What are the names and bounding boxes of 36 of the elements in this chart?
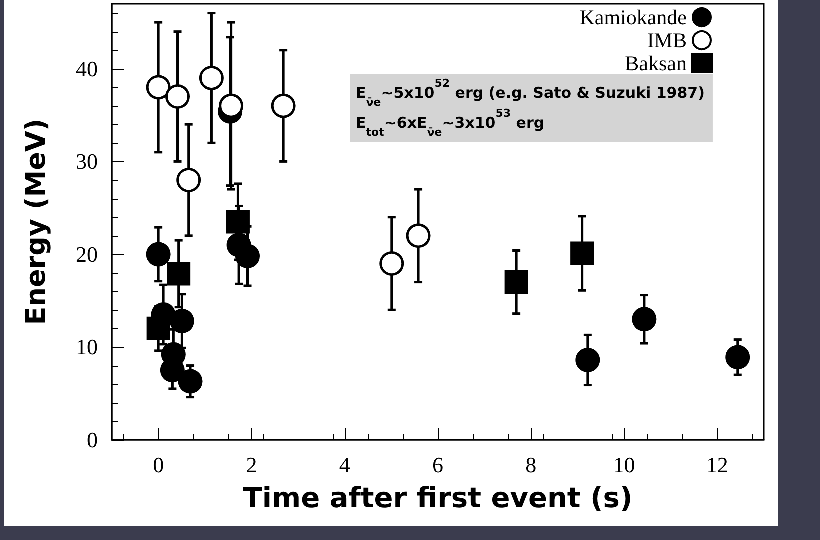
x-tick-label: 10 — [613, 452, 636, 478]
x-axis-title: Time after first event (s) — [243, 482, 633, 514]
y-tick-label: 40 — [76, 56, 98, 82]
point — [236, 244, 260, 269]
point — [504, 270, 528, 294]
point — [570, 242, 594, 266]
legend-label: IMB — [647, 28, 687, 52]
point — [176, 168, 202, 192]
x-tick-label: 8 — [526, 452, 537, 478]
point — [271, 94, 296, 118]
legend-label: Baksan — [625, 52, 688, 76]
y-tick-label: 10 — [76, 334, 98, 360]
point — [632, 307, 657, 332]
point — [576, 348, 600, 372]
y-axis-title: Energy (MeV) — [21, 118, 52, 326]
point — [146, 242, 171, 267]
point — [380, 252, 404, 276]
y-tick-label: 20 — [76, 242, 98, 267]
point — [170, 309, 194, 334]
point — [726, 345, 750, 370]
y-tick-label: 0 — [87, 428, 98, 452]
x-tick-label: 0 — [153, 452, 164, 478]
y-tick-label: 30 — [76, 149, 98, 174]
x-tick-label: 12 — [706, 452, 728, 478]
point — [406, 224, 431, 248]
point — [199, 66, 224, 90]
x-tick-label: 4 — [339, 452, 350, 478]
legend-label: Kamiokande — [580, 6, 687, 30]
point — [178, 369, 203, 394]
x-tick-label: 2 — [246, 452, 258, 478]
point — [166, 84, 190, 110]
point — [146, 75, 171, 100]
x-tick-label: 6 — [432, 452, 444, 478]
point — [226, 210, 250, 234]
point — [167, 262, 191, 286]
point — [146, 316, 170, 340]
